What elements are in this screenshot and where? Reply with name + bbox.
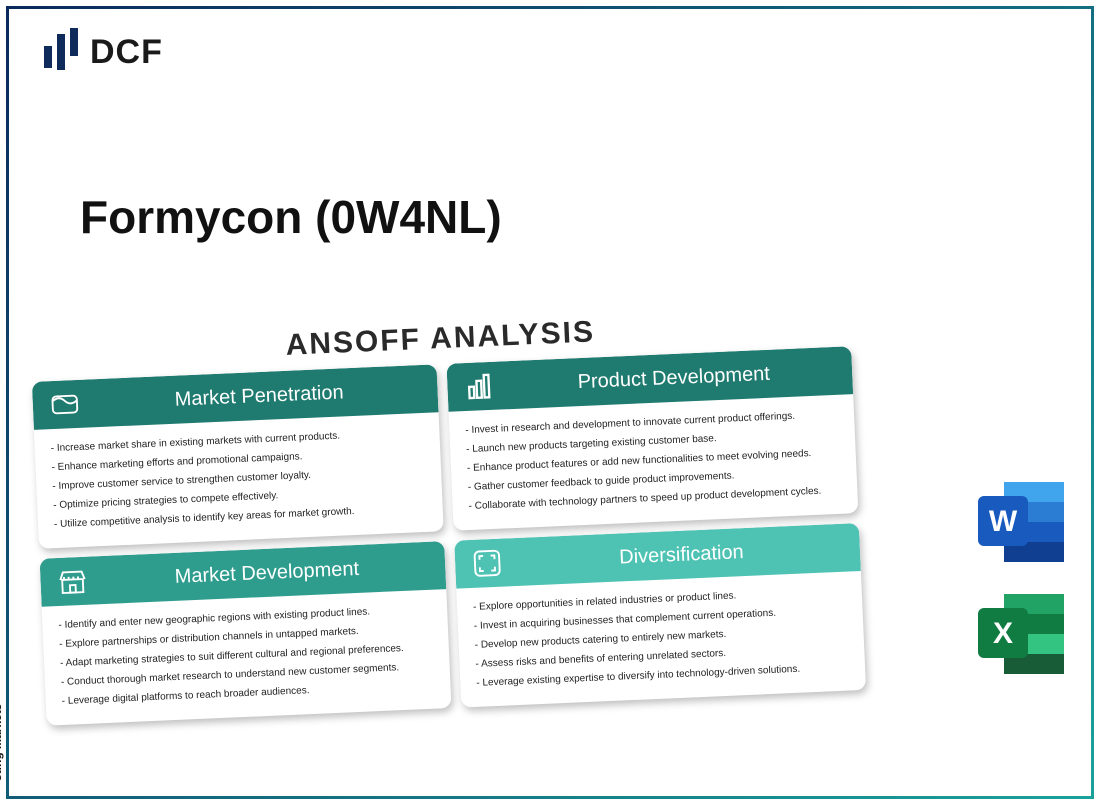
card-market-development: Market Development Identify and enter ne… (40, 541, 452, 726)
card-body: Explore opportunities in related industr… (456, 571, 866, 708)
card-product-development: Product Development Invest in research a… (446, 346, 858, 531)
card-body: Invest in research and development to in… (449, 394, 859, 531)
card-title: Diversification (519, 536, 845, 573)
file-type-icons: W X (976, 480, 1066, 676)
side-vertical-label: sting Markets (0, 704, 4, 781)
excel-icon: X (976, 592, 1066, 676)
svg-text:X: X (993, 617, 1013, 650)
ansoff-grid: Market Penetration Increase market share… (32, 346, 866, 725)
wallet-icon (48, 388, 81, 421)
card-title: Market Penetration (96, 377, 422, 414)
word-icon: W (976, 480, 1066, 564)
card-title: Market Development (104, 554, 430, 591)
card-diversification: Diversification Explore opportunities in… (454, 523, 866, 708)
card-body: Identify and enter new geographic region… (42, 589, 452, 726)
page-title: Formycon (0W4NL) (80, 190, 502, 244)
card-market-penetration: Market Penetration Increase market share… (32, 364, 444, 549)
storefront-icon (56, 565, 89, 598)
svg-text:W: W (989, 505, 1018, 538)
bar-chart-icon (463, 370, 496, 403)
expand-icon (470, 547, 503, 580)
brand-logo: DCF (44, 28, 163, 76)
card-title: Product Development (511, 359, 837, 396)
brand-text: DCF (90, 33, 163, 72)
ansoff-matrix: ANSOFF ANALYSIS Market Penetration Incre… (30, 304, 866, 725)
logo-bars-icon (44, 28, 80, 76)
card-body: Increase market share in existing market… (34, 412, 444, 549)
